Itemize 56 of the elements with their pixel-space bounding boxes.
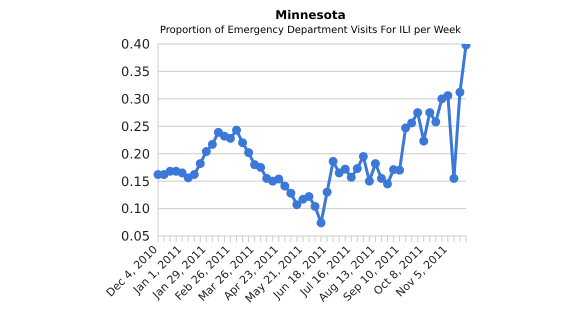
point: [437, 94, 446, 104]
point: [184, 173, 193, 182]
point: [214, 128, 223, 137]
point: [455, 88, 464, 97]
point: [425, 108, 434, 118]
y-tick-label: 0.10: [121, 202, 150, 218]
point: [298, 194, 308, 204]
point: [431, 117, 440, 126]
point: [358, 152, 368, 161]
point: [340, 164, 350, 174]
point: [292, 200, 302, 210]
point: [407, 118, 416, 128]
y-tick-label: 0.20: [121, 147, 150, 162]
point: [328, 156, 338, 166]
y-tick-label: 0.40: [121, 38, 150, 53]
point: [208, 140, 217, 149]
point: [190, 170, 199, 180]
point: [382, 179, 392, 188]
point: [178, 168, 187, 178]
point: [364, 176, 374, 186]
point: [449, 174, 458, 183]
point: [376, 174, 386, 183]
chart-title: Minnesota: [274, 8, 347, 22]
y-tick-label: 0.15: [121, 174, 150, 190]
point: [310, 202, 320, 211]
point: [274, 174, 284, 184]
point: [304, 192, 314, 202]
y-tick-label: 0.25: [121, 120, 150, 135]
chart-subtitle: Proportion of Emergency Department Visits For ILI per Week: [158, 25, 462, 36]
point: [316, 218, 326, 228]
point: [395, 166, 404, 175]
point: [202, 147, 211, 156]
point: [419, 136, 428, 146]
point: [226, 134, 235, 143]
point: [196, 159, 205, 168]
point: [322, 188, 332, 197]
point: [250, 160, 260, 170]
y-tick-label: 0.05: [121, 230, 150, 245]
point: [244, 148, 254, 158]
point: [352, 164, 362, 174]
point: [280, 182, 290, 191]
y-tick-label: 0.35: [121, 65, 150, 80]
point: [346, 172, 356, 182]
point: [220, 132, 229, 141]
point: [334, 168, 344, 178]
point: [401, 123, 410, 132]
point: [413, 108, 422, 118]
point: [262, 174, 272, 183]
point: [443, 91, 452, 100]
point: [238, 138, 248, 148]
point: [268, 176, 278, 186]
point: [370, 159, 380, 168]
point: [286, 188, 296, 198]
point: [256, 162, 266, 172]
point: [232, 126, 242, 135]
y-tick-label: 0.30: [121, 92, 150, 108]
